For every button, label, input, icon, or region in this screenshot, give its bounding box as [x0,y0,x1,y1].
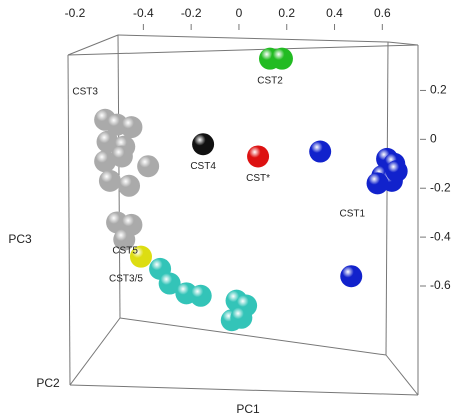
point [366,172,389,195]
x-tick-label: 0.2 [278,6,295,20]
x-tick-label: 0.4 [326,6,343,20]
y-tick-label: -0.6 [430,278,451,292]
point [192,133,215,156]
series-label: CST4 [190,161,216,172]
point [230,306,253,329]
point [118,174,141,197]
series-label: CST3/5 [109,273,143,284]
point [129,245,152,268]
point [158,272,181,295]
y-axis-label: PC3 [8,232,32,246]
y-tick-label: 0.2 [430,83,447,97]
x-tick-label: -0.2 [181,6,202,20]
x-tick-label: 0 [236,6,243,20]
series-label: CST2 [257,75,283,86]
x-axis-label: PC1 [236,402,260,416]
x-tick-label: 0.6 [374,6,391,20]
point [120,116,143,139]
point [247,145,270,168]
point [110,145,133,168]
series-label: CST5 [112,246,138,257]
point [270,47,293,70]
series-label: CST1 [340,209,366,220]
point [137,155,160,178]
point [189,284,212,307]
series-label: CST3 [72,86,98,97]
x-tick-label: -0.4 [133,6,154,20]
z-axis-label: PC2 [36,376,60,390]
point [113,228,136,251]
box-frame [67,34,419,396]
z-tick-label: -0.2 [65,6,86,20]
point [385,160,408,183]
point [96,130,119,153]
y-tick-label: 0 [430,132,437,146]
point [98,169,121,192]
series-label: CST* [246,173,270,184]
point [94,150,117,173]
y-tick-label: -0.4 [430,229,451,243]
y-tick-label: -0.2 [430,180,451,194]
point [309,140,332,163]
point [340,265,363,288]
